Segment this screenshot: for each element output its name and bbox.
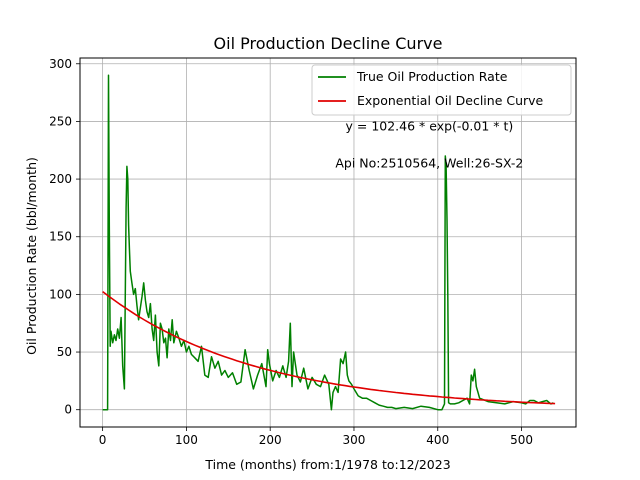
series-line-2: [102, 290, 556, 405]
y-tick-label: 50: [57, 345, 72, 359]
x-tick-label: 200: [259, 433, 282, 447]
x-tick-label: 500: [510, 433, 533, 447]
y-axis-label: Oil Production Rate (bbl/month): [24, 157, 39, 355]
series-layer: [102, 74, 556, 411]
legend: True Oil Production Rate Exponential Oil …: [311, 64, 572, 116]
x-tick-label: 0: [99, 433, 107, 447]
grid-lines: [80, 58, 576, 427]
x-axis-label: Time (months) from:1/1978 to:12/2023: [204, 457, 450, 472]
series-line-1: [102, 74, 554, 411]
y-tick-label: 250: [49, 114, 72, 128]
y-tick-label: 100: [49, 287, 72, 301]
annotation-1: y = 102.46 * exp(-0.01 * t): [346, 119, 514, 134]
x-tick-label: 400: [426, 433, 449, 447]
legend-label: Exponential Oil Decline Curve: [357, 93, 544, 108]
x-tick-label: 100: [175, 433, 198, 447]
chart-title: Oil Production Decline Curve: [214, 34, 443, 53]
y-tick-label: 200: [49, 172, 72, 186]
y-tick-label: 300: [49, 57, 72, 71]
y-tick-label: 0: [64, 403, 72, 417]
x-tick-label: 300: [343, 433, 366, 447]
annotation-2: Api No:2510564, Well:26-SX-2: [335, 156, 523, 171]
plot-frame: [79, 57, 577, 428]
legend-box: [311, 64, 572, 116]
y-tick-label: 150: [49, 230, 72, 244]
legend-label: True Oil Production Rate: [356, 69, 508, 84]
axis-ticks: 0 100 200 300 400 500 0 50 100 150 200 250 300: [49, 57, 533, 447]
annotations: y = 102.46 * exp(-0.01 * t) Api No:251056…: [335, 119, 523, 171]
